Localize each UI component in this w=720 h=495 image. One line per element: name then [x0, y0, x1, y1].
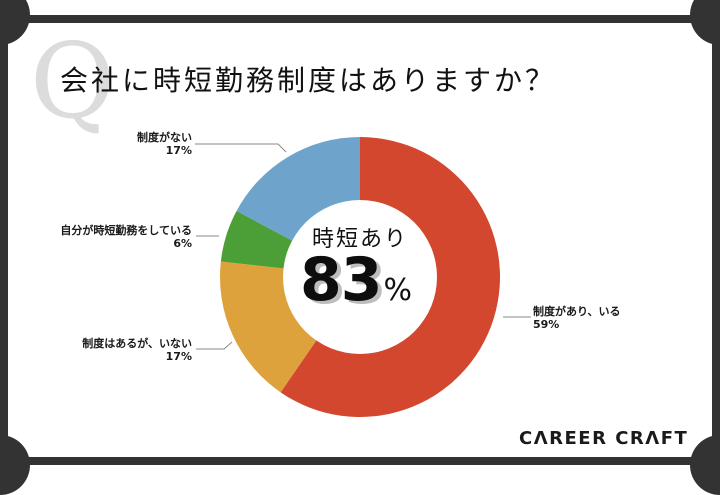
leader-line-no-system: [195, 143, 287, 153]
center-value-unit: %: [383, 273, 413, 308]
donut-hole: [283, 200, 437, 354]
label-has-not-used: 制度はあるが、いない 17%: [60, 337, 192, 363]
label-pct: 59%: [533, 318, 560, 331]
label-self-using: 自分が時短勤務をしている 6%: [40, 224, 192, 250]
label-has-used: 制度があり、いる 59%: [533, 305, 621, 331]
label-name: 自分が時短勤務をしている: [60, 224, 192, 237]
label-name: 制度はあるが、いない: [82, 337, 192, 350]
label-pct: 17%: [165, 350, 192, 363]
donut-chart: [195, 137, 531, 417]
chart-title: 会社に時短勤務制度はありますか？: [60, 64, 557, 97]
label-name: 制度があり、いる: [533, 305, 621, 318]
label-name: 制度がない: [137, 131, 192, 144]
center-label: 時短あり: [311, 227, 408, 252]
leader-lines: [195, 143, 531, 350]
leader-line-has-not-used: [196, 341, 233, 350]
career-craft-logo: CΛREER CRΛFT: [519, 428, 689, 449]
center-value-number: 83: [300, 245, 382, 315]
q-watermark: Q: [30, 23, 116, 142]
label-pct: 6%: [173, 237, 192, 250]
label-pct: 17%: [165, 144, 192, 157]
label-no-system: 制度がない 17%: [110, 131, 192, 157]
center-value: 83%: [300, 250, 440, 310]
